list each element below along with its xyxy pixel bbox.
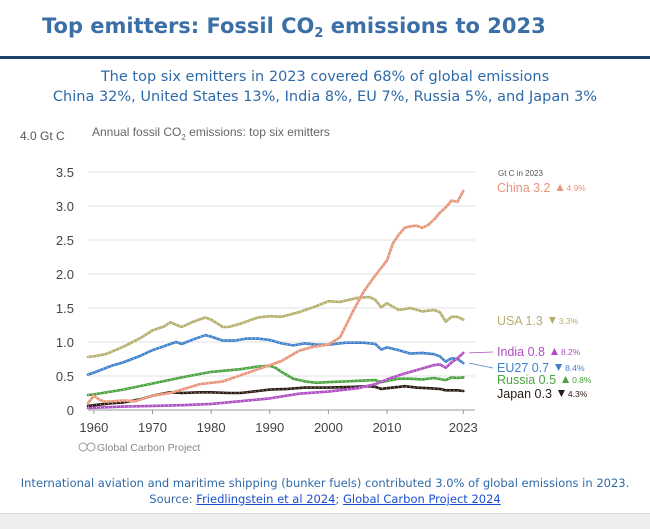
title-prefix: Top emitters: Fossil CO bbox=[42, 14, 315, 38]
subtitle-line-1: The top six emitters in 2023 covered 68%… bbox=[100, 69, 550, 85]
arrow-down-icon bbox=[548, 317, 556, 324]
y-tick-label: 0 bbox=[67, 403, 74, 418]
arrow-up-icon bbox=[556, 184, 564, 191]
grid-layer bbox=[88, 171, 475, 411]
source-link-gcp[interactable]: Global Carbon Project 2024 bbox=[343, 492, 501, 506]
leader-line-eu27 bbox=[469, 362, 494, 369]
cc-icon bbox=[78, 442, 88, 452]
legend-change-eu27: 8.4% bbox=[565, 363, 585, 373]
legend-label-usa: USA 1.3 bbox=[497, 314, 543, 328]
y-axis-top-label: 4.0 Gt C bbox=[20, 129, 65, 143]
title-subscript: 2 bbox=[314, 26, 324, 41]
y-tick-label: 2.5 bbox=[56, 233, 74, 248]
chart-title-suffix: emissions: top six emitters bbox=[186, 125, 330, 139]
legend-label-eu27: EU27 0.7 bbox=[497, 361, 549, 375]
title-bar: Top emitters: Fossil CO2 emissions to 20… bbox=[0, 0, 650, 56]
slide-title: Top emitters: Fossil CO2 emissions to 20… bbox=[42, 14, 546, 41]
series-line-china bbox=[86, 189, 465, 405]
source-label: Source: bbox=[149, 492, 197, 506]
legend-change-japan: 4.3% bbox=[568, 389, 588, 399]
series-dots-eu27 bbox=[87, 334, 464, 376]
legend-layer: China 3.2 4.9% USA 1.3 3.3% India 0.8 8.2% EU2… bbox=[469, 181, 592, 401]
arrow-up-icon bbox=[562, 376, 570, 383]
series-line-india bbox=[86, 351, 465, 410]
series-line-usa bbox=[86, 295, 465, 359]
series-dots-china bbox=[87, 190, 464, 404]
arrow-down-icon bbox=[555, 364, 563, 371]
legend-label-india: India 0.8 bbox=[497, 345, 545, 359]
x-tick-label: 2000 bbox=[314, 420, 343, 435]
y-tick-label: 3.0 bbox=[56, 199, 74, 214]
leader-line-india bbox=[469, 351, 494, 354]
subtitle-line-2: China 32%, United States 13%, India 8%, … bbox=[52, 89, 598, 105]
series-dots-india bbox=[87, 352, 464, 409]
legend-label-china: China 3.2 bbox=[497, 181, 551, 195]
x-tick-label: 1960 bbox=[79, 420, 108, 435]
chart-title-subscript: 2 bbox=[181, 133, 186, 142]
legend-label-japan: Japan 0.3 bbox=[497, 387, 552, 401]
arrow-down-icon bbox=[557, 390, 565, 397]
x-tick-label: 2023 bbox=[449, 420, 478, 435]
x-tick-label: 1970 bbox=[138, 420, 167, 435]
legend-header: Gt C in 2023 bbox=[498, 169, 543, 178]
footer-source: Source: Friedlingstein et al 2024; Globa… bbox=[0, 492, 650, 506]
x-tick-label: 2010 bbox=[373, 420, 402, 435]
y-tick-label: 3.5 bbox=[56, 165, 74, 180]
title-divider bbox=[0, 56, 650, 59]
footer-note: International aviation and maritime ship… bbox=[20, 476, 630, 490]
arrow-up-icon bbox=[550, 348, 558, 355]
x-tick-label: 1980 bbox=[197, 420, 226, 435]
y-tick-label: 0.5 bbox=[56, 369, 74, 384]
legend-change-india: 8.2% bbox=[561, 347, 581, 357]
series-layer bbox=[86, 189, 465, 410]
series-dots-russia bbox=[87, 365, 464, 396]
source-separator: ; bbox=[335, 492, 344, 506]
by-icon bbox=[86, 442, 96, 452]
chart-title-prefix: Annual fossil CO bbox=[92, 125, 181, 139]
legend-change-china: 4.9% bbox=[567, 183, 587, 193]
axis-layer: 0 0.5 1.0 1.5 2.0 2.5 3.0 3.5 1960 1970 1980 1990 20… bbox=[56, 165, 478, 435]
credit-logo: Global Carbon Project bbox=[78, 442, 200, 454]
credit-text: Global Carbon Project bbox=[97, 442, 200, 454]
chart-title: Annual fossil CO2 emissions: top six emi… bbox=[92, 125, 330, 142]
y-tick-label: 2.0 bbox=[56, 267, 74, 282]
legend-change-russia: 0.8% bbox=[572, 375, 592, 385]
legend-change-usa: 3.3% bbox=[559, 316, 579, 326]
y-tick-label: 1.0 bbox=[56, 335, 74, 350]
bottom-toolbar bbox=[0, 513, 650, 529]
y-tick-label: 1.5 bbox=[56, 301, 74, 316]
series-line-japan bbox=[86, 384, 465, 408]
x-tick-label: 1990 bbox=[255, 420, 284, 435]
series-dots-usa bbox=[87, 296, 464, 358]
source-link-friedlingstein[interactable]: Friedlingstein et al 2024 bbox=[196, 492, 336, 506]
legend-label-russia: Russia 0.5 bbox=[497, 373, 556, 387]
title-suffix: emissions to 2023 bbox=[323, 14, 546, 38]
